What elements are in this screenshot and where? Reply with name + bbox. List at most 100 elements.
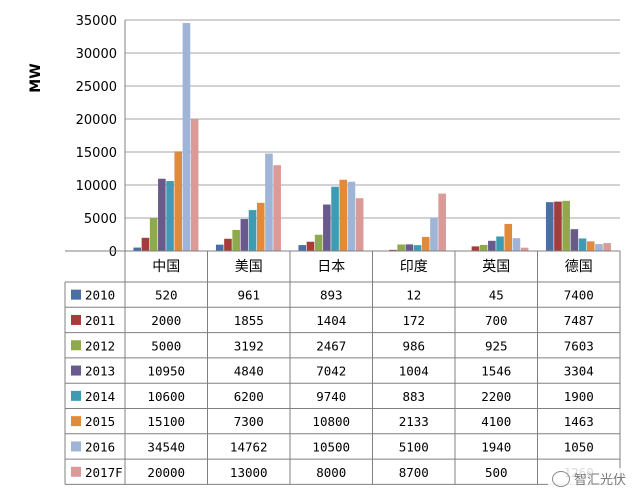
legend-label: 2013 — [85, 364, 115, 379]
bar — [389, 249, 397, 251]
y-tick-label: 10000 — [76, 179, 117, 194]
table-cell: 15100 — [147, 414, 185, 429]
bar — [314, 234, 323, 251]
bar — [586, 241, 595, 251]
y-tick-label: 5000 — [84, 212, 117, 227]
legend-label: 2017F — [85, 465, 123, 480]
bar — [273, 165, 281, 251]
legend-label: 2011 — [85, 313, 115, 328]
table-cell: 5100 — [399, 439, 429, 454]
table-cell: 20000 — [147, 465, 185, 480]
bar — [298, 245, 307, 251]
table-cell: 10600 — [147, 389, 185, 404]
bar — [248, 210, 257, 251]
table-cell: 7487 — [564, 313, 594, 328]
legend-swatch — [71, 289, 81, 300]
table-cell: 1855 — [234, 313, 264, 328]
bar — [520, 247, 529, 251]
legend-swatch — [71, 441, 81, 452]
table-cell: 8700 — [399, 465, 429, 480]
bar — [430, 217, 438, 251]
bar — [479, 244, 488, 251]
y-tick-label: 30000 — [76, 47, 117, 62]
bar — [595, 244, 603, 251]
table-cell: 2200 — [481, 389, 511, 404]
bar — [397, 244, 405, 251]
table-cell: 500 — [485, 465, 508, 480]
table-cell: 3192 — [234, 338, 264, 353]
table-cell: 4100 — [481, 414, 511, 429]
watermark: 智汇光伏 — [547, 468, 630, 489]
bar — [438, 193, 446, 251]
bar — [232, 229, 240, 251]
y-tick-label: 35000 — [76, 14, 117, 29]
bar — [347, 181, 356, 251]
bar-layer — [133, 23, 611, 252]
legend-swatch — [71, 466, 81, 477]
table-cell: 34540 — [147, 439, 185, 454]
y-tick-label: 25000 — [76, 80, 117, 95]
category-label: 日本 — [317, 259, 345, 275]
bar — [545, 202, 554, 251]
category-label: 印度 — [400, 259, 428, 275]
legend-label: 2010 — [85, 288, 115, 303]
table-cell: 1004 — [399, 364, 429, 379]
grid-layer — [125, 19, 620, 252]
legend-swatch — [71, 416, 81, 427]
bar — [413, 245, 422, 251]
table-cell: 172 — [402, 313, 425, 328]
table-cell: 2133 — [399, 414, 429, 429]
bar — [603, 243, 611, 251]
table-cell: 13000 — [230, 465, 268, 480]
table-cell: 14762 — [230, 439, 268, 454]
table-cell: 5000 — [151, 338, 181, 353]
bar — [182, 23, 191, 252]
legend-swatch — [71, 365, 81, 376]
bar — [133, 247, 142, 251]
table-cell: 2000 — [151, 313, 181, 328]
y-tick-label: 0 — [109, 245, 117, 260]
bar — [504, 223, 513, 251]
table-cell: 893 — [320, 288, 343, 303]
table-cell: 2467 — [316, 338, 346, 353]
wechat-icon — [551, 470, 570, 487]
bar — [421, 236, 430, 251]
bar — [488, 240, 496, 251]
y-axis-title: MW — [28, 63, 44, 92]
table-cell: 12 — [406, 288, 421, 303]
bar — [578, 238, 587, 251]
bar — [149, 218, 158, 251]
category-label: 德国 — [565, 259, 593, 275]
bar — [240, 219, 249, 251]
table-cell: 1404 — [316, 313, 346, 328]
table-cell: 7300 — [234, 414, 264, 429]
table-cell: 1940 — [481, 439, 511, 454]
bar — [224, 238, 232, 251]
table-cell: 986 — [402, 338, 425, 353]
bar — [256, 202, 265, 251]
bar — [471, 246, 480, 251]
table-cell: 9740 — [316, 389, 346, 404]
table-cell: 1546 — [481, 364, 511, 379]
y-tick-label: 20000 — [76, 113, 117, 128]
bar — [355, 198, 364, 251]
table-cell: 1463 — [564, 414, 594, 429]
table-cell: 7400 — [564, 288, 594, 303]
table-cell: 4840 — [234, 364, 264, 379]
bar — [562, 200, 570, 251]
table-cell: 3304 — [564, 364, 594, 379]
table-cell: 10950 — [147, 364, 185, 379]
category-label: 美国 — [235, 259, 263, 275]
bar — [496, 236, 504, 251]
table-cell: 520 — [155, 288, 178, 303]
bar — [306, 241, 315, 251]
bar — [174, 151, 183, 251]
table-cell: 7603 — [564, 338, 594, 353]
legend-label: 2012 — [85, 338, 115, 353]
table-cell: 883 — [402, 389, 425, 404]
bar — [339, 179, 348, 251]
category-label: 中国 — [152, 259, 180, 275]
bar — [512, 238, 521, 251]
category-label: 英国 — [482, 258, 510, 275]
